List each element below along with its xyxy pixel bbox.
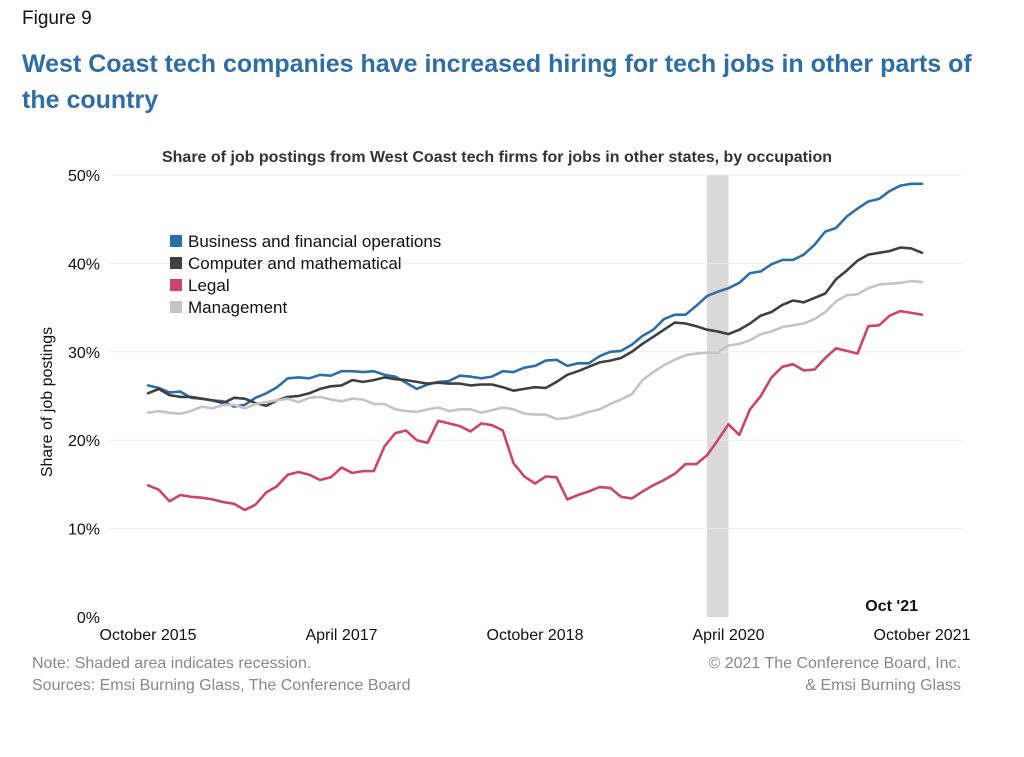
figure-label: Figure 9	[22, 8, 92, 29]
legend-label: Management	[188, 298, 288, 317]
end-date-label: Oct '21	[865, 598, 918, 615]
recession-band-layer	[707, 175, 729, 617]
note-line: Note: Shaded area indicates recession.	[32, 655, 312, 672]
legend-swatch	[170, 279, 182, 291]
y-tick-label: 10%	[68, 522, 100, 539]
legend-label: Computer and mathematical	[188, 254, 402, 273]
y-tick-label: 20%	[68, 433, 100, 450]
y-tick-label: 50%	[68, 168, 100, 185]
y-axis-title: Share of job postings	[39, 327, 56, 477]
legend-swatch	[170, 235, 182, 247]
footnote: Note: Shaded area indicates recession. S…	[32, 653, 411, 697]
chart-title: Share of job postings from West Coast te…	[162, 149, 832, 166]
series-lines	[146, 182, 924, 512]
headline: West Coast tech companies have increased…	[22, 50, 972, 114]
y-tick-label: 30%	[68, 345, 100, 362]
series-line-2	[146, 309, 924, 512]
credit-line-1: © 2021 The Conference Board, Inc.	[708, 655, 961, 672]
axis-labels: 0% 10% 20% 30% 40% 50% October 2015 April 2017 O…	[68, 168, 971, 644]
recession-band	[707, 175, 729, 617]
legend-swatch	[170, 301, 182, 313]
series-line-3	[146, 279, 924, 421]
x-tick-label: April 2017	[305, 627, 377, 644]
legend-swatch	[170, 257, 182, 269]
gridlines	[110, 174, 962, 530]
series-line-0	[146, 182, 924, 408]
credit: © 2021 The Conference Board, Inc. & Emsi…	[708, 653, 961, 697]
legend-label: Business and financial operations	[188, 232, 441, 251]
sources-line: Sources: Emsi Burning Glass, The Confere…	[32, 677, 411, 694]
legend: Business and financial operations Compute…	[170, 232, 441, 317]
credit-line-2: & Emsi Burning Glass	[805, 677, 961, 694]
x-tick-label: April 2020	[692, 627, 764, 644]
y-tick-label: 40%	[68, 256, 100, 273]
legend-label: Legal	[188, 276, 230, 295]
y-tick-label: 0%	[77, 610, 100, 627]
x-tick-label: October 2021	[874, 627, 971, 644]
x-tick-label: October 2015	[100, 627, 197, 644]
x-tick-label: October 2018	[487, 627, 584, 644]
